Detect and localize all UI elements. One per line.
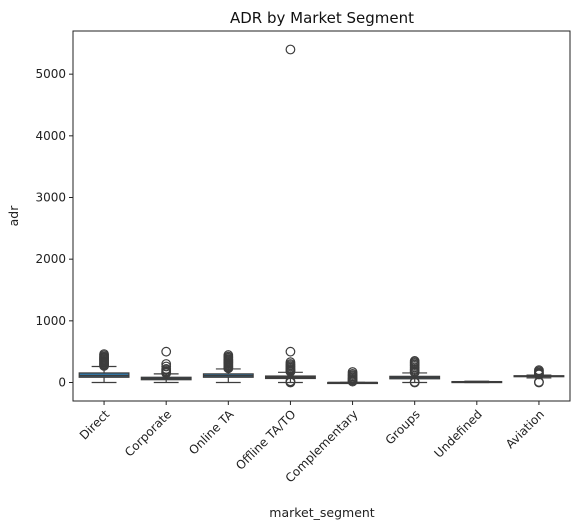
outlier-point [285,357,296,368]
outlier-point [285,376,296,387]
outlier-point [99,349,109,360]
y-tick-label: 2000 [35,252,66,266]
box-corporate [140,346,192,384]
box-aviation [513,365,565,388]
y-tick-label: 4000 [35,129,66,143]
box-undefined [451,380,503,384]
y-tick-label: 5000 [35,67,66,81]
outlier-point [285,346,296,357]
outlier-point [534,365,544,376]
box-complementary [327,367,379,387]
plot-frame [72,30,571,402]
x-axis-label: market_segment [269,505,375,520]
plot-area [78,44,565,388]
chart-title: ADR by Market Segment [230,9,414,27]
outlier-point [161,364,172,374]
outlier-point [161,361,172,372]
y-tick-label: 3000 [35,191,66,205]
outlier-point [347,367,358,377]
y-axis-label: adr [6,205,21,227]
y-tick-label: 1000 [35,314,66,328]
outlier-point [285,44,296,55]
outlier-point [409,376,420,387]
outlier-point [161,346,172,357]
outlier-point [161,359,172,369]
outlier-point [223,350,234,360]
box-online-ta [202,350,254,384]
outlier-point [409,356,420,366]
y-tick-label: 0 [58,376,66,390]
box-direct [78,349,130,384]
box-offline-ta-to [264,44,316,388]
box-groups [389,356,441,388]
